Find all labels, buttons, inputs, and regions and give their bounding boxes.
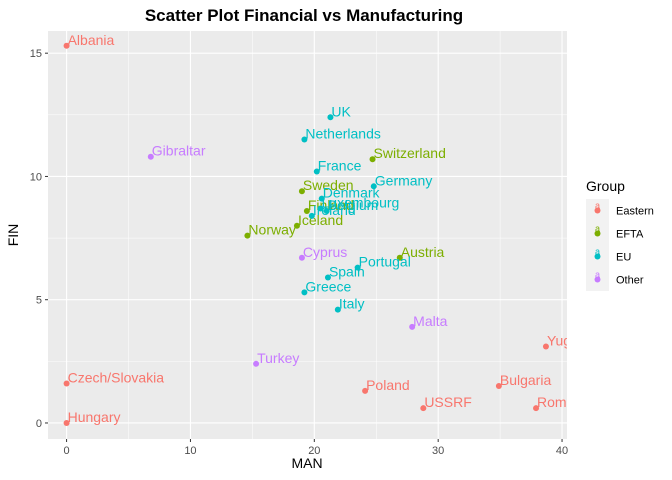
data-point (420, 405, 427, 412)
data-point (253, 360, 260, 367)
data-point-label: Austria (401, 244, 445, 260)
legend-title: Group (586, 178, 625, 194)
data-point (362, 387, 369, 394)
legend-key-glyph: a (595, 270, 600, 280)
data-point-label: Netherlands (305, 125, 381, 141)
minor-gridlines (48, 31, 567, 439)
data-point-label: UK (331, 103, 351, 119)
data-point (308, 212, 315, 219)
x-tick-label: 40 (556, 445, 568, 457)
legend-label: Eastern (616, 206, 654, 218)
data-point (298, 188, 305, 195)
major-gridlines (48, 31, 567, 439)
x-tick-label: 20 (308, 445, 320, 457)
data-point (370, 183, 377, 190)
data-point-label: Albania (68, 32, 115, 48)
legend-key-point (594, 253, 601, 260)
legend-key-glyph: a (595, 247, 600, 257)
data-point-label: Bulgaria (500, 372, 552, 388)
data-point-label: Ireland (313, 202, 356, 218)
data-point (63, 380, 70, 387)
data-point (244, 232, 251, 239)
data-point (495, 382, 502, 389)
plot-panel (48, 31, 567, 439)
data-point-label: USSRF (424, 394, 471, 410)
data-point-label: Poland (366, 377, 410, 393)
plot-area: Albania Czech/Slovakia Hungary Poland USSRF B… (63, 32, 615, 426)
data-point (323, 207, 330, 214)
data-point-label: Cyprus (303, 244, 347, 260)
legend-key-glyph: a (595, 201, 600, 211)
data-point-label: France (318, 158, 362, 174)
data-point (298, 254, 305, 261)
data-point-label: Luxembourg (322, 194, 400, 210)
legend-label: EU (616, 252, 631, 264)
data-point (354, 264, 361, 271)
data-point (63, 42, 70, 49)
chart-title: Scatter Plot Financial vs Manufacturing (145, 6, 463, 25)
legend-label: EFTA (616, 229, 644, 241)
y-axis-ticks: 0 5 10 15 (30, 48, 48, 430)
data-point-label: Sweden (303, 177, 354, 193)
legend-label: Other (616, 275, 644, 287)
data-point (327, 114, 334, 121)
legend-key-point (594, 207, 601, 214)
data-point (301, 136, 308, 143)
x-tick-label: 0 (64, 445, 70, 457)
data-point (147, 153, 154, 160)
data-point-label: Greece (305, 278, 351, 294)
legend-key-glyph: a (595, 224, 600, 234)
data-point-label: Norway (248, 222, 295, 238)
data-point (324, 274, 331, 281)
data-point-label: Yugoslavia (547, 333, 615, 349)
legend-key-point (594, 230, 601, 237)
y-tick-label: 5 (36, 295, 42, 307)
data-point-label: Czech/Slovakia (68, 370, 165, 386)
y-tick-label: 15 (30, 48, 42, 60)
data-point (409, 323, 416, 330)
data-point (293, 222, 300, 229)
data-point-label: Portugal (359, 254, 411, 270)
data-point (63, 419, 70, 426)
x-tick-label: 10 (184, 445, 196, 457)
data-point (533, 405, 540, 412)
data-point-label: Germany (375, 172, 433, 188)
data-point (317, 205, 324, 212)
data-point (542, 343, 549, 350)
data-point-label: Turkey (257, 350, 299, 366)
data-point-label: Switzerland (374, 145, 446, 161)
x-axis-title: MAN (291, 455, 322, 471)
data-point (318, 195, 325, 202)
data-point-label: Gibraltar (152, 143, 206, 159)
data-point-label: Italy (339, 296, 365, 312)
data-point-label: Malta (413, 313, 447, 329)
y-tick-label: 0 (36, 418, 42, 430)
data-point (301, 289, 308, 296)
y-axis-title: FIN (5, 224, 21, 247)
data-point-label: Belgium (328, 197, 379, 213)
data-point (334, 306, 341, 313)
legend-items: a Eastern a EFTA a EU a Other (586, 199, 654, 291)
legend: Group a Eastern a EFTA a EU a Other (586, 178, 654, 291)
data-point-label: Denmark (323, 185, 381, 201)
data-point-label: Romania (537, 394, 593, 410)
data-point (303, 207, 310, 214)
data-point (313, 168, 320, 175)
x-axis-ticks: 0 10 20 30 40 (64, 439, 568, 457)
data-point (369, 156, 376, 163)
data-point (396, 254, 403, 261)
x-tick-label: 30 (432, 445, 444, 457)
data-point-label: Hungary (68, 409, 121, 425)
y-tick-label: 10 (30, 171, 42, 183)
data-point-label: Spain (329, 264, 365, 280)
legend-key-point (594, 276, 601, 283)
data-points: Albania Czech/Slovakia Hungary Poland USSRF B… (63, 32, 615, 426)
